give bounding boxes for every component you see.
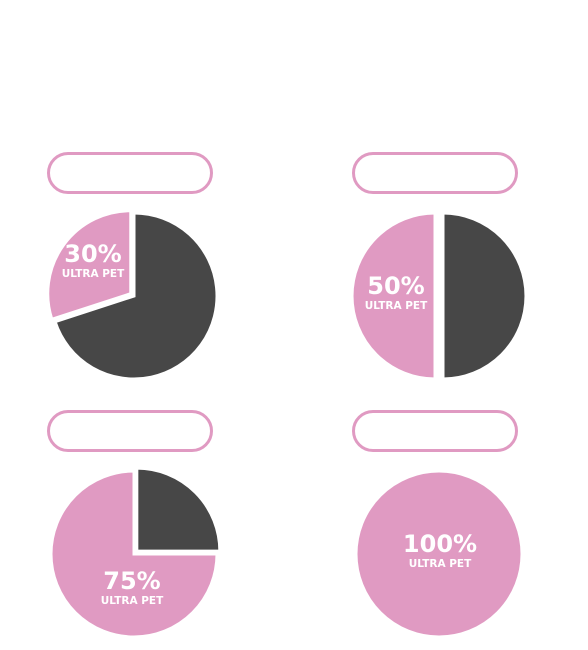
pie-value-label: 100%	[403, 530, 477, 558]
pie-series-label: ULTRA PET	[409, 558, 472, 570]
pie-slice-remainder	[441, 211, 528, 381]
pie-slice-ultra-pet	[46, 209, 133, 322]
chart-title-box	[352, 410, 518, 452]
pie-slice-remainder	[53, 211, 219, 381]
pie-value-label: 30%	[64, 240, 121, 268]
chart-panel-30: 30% ULTRA PET	[46, 152, 247, 392]
pie-chart-50: 50% ULTRA PET	[350, 211, 528, 381]
pie-series-label: ULTRA PET	[101, 595, 164, 607]
chart-title-box	[352, 152, 518, 194]
chart-title-box	[47, 152, 213, 194]
pie-value-label: 50%	[367, 272, 424, 300]
pie-series-label: ULTRA PET	[365, 300, 428, 312]
pie-slice-remainder	[135, 466, 222, 553]
pie-chart-100: 100% ULTRA PET	[354, 469, 524, 639]
chart-panel-100: 100% ULTRA PET	[352, 410, 552, 650]
chart-title-box	[47, 410, 213, 452]
pie-series-label: ULTRA PET	[62, 268, 125, 280]
chart-panel-50: 50% ULTRA PET	[350, 152, 552, 392]
pie-slice-ultra-pet	[49, 469, 219, 639]
pie-chart-30: 30% ULTRA PET	[46, 209, 219, 381]
pie-chart-75: 75% ULTRA PET	[49, 466, 222, 639]
pie-slice-ultra-pet	[350, 211, 437, 381]
pie-value-label: 75%	[103, 567, 160, 595]
pie-slice-ultra-pet	[354, 469, 524, 639]
chart-panel-75: 75% ULTRA PET	[47, 410, 247, 650]
